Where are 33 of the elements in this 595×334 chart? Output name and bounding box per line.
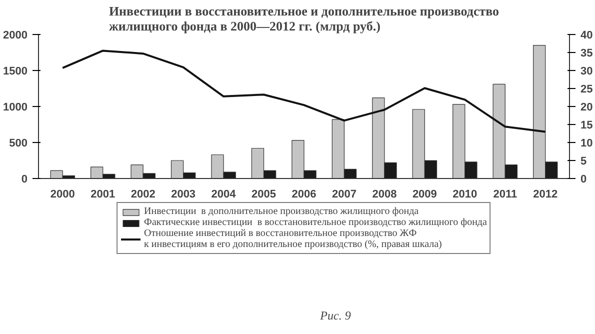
legend-label: Фактические инвестиции в восстановительное производство жилищного фонда (144, 217, 487, 228)
x-tick-label: 2005 (252, 188, 276, 200)
y-tick-label: 500 (9, 138, 28, 150)
x-tick-label: 2010 (452, 188, 478, 200)
x-tick-label: 2006 (292, 188, 316, 200)
y2-tick-label: 30 (580, 66, 593, 78)
y-tick-label: 0 (21, 174, 28, 186)
x-tick-label: 2009 (412, 188, 437, 200)
text: Рис. 9 (319, 308, 351, 322)
x-tick-label: 2002 (130, 188, 156, 200)
y-tick-label: 1500 (3, 66, 28, 78)
x-tick-label: 2007 (332, 188, 356, 200)
legend-label: Инвестиции в дополнительное производство жилищного фонда (144, 206, 419, 217)
x-tick-label: 2011 (493, 188, 518, 200)
y2-tick-label: 15 (580, 120, 593, 132)
y2-tick-label: 20 (580, 102, 593, 114)
line-series (62, 50, 546, 133)
y2-tick-label: 0 (580, 174, 587, 186)
y-tick-label: 1000 (3, 102, 28, 114)
y2-tick-label: 25 (580, 84, 593, 96)
y2-tick-label: 5 (580, 156, 587, 168)
chart-title: Инвестиции в восстановительное и дополнительное производство жилищного фонда в 2000—2012 гг. (млрд руб.) (108, 4, 500, 34)
x-tick-label: 2000 (50, 188, 75, 200)
y-tick-label: 2000 (3, 30, 28, 42)
x-tick-label: 2003 (171, 188, 196, 200)
x-tick-label: 2012 (533, 188, 558, 200)
x-tick-label: 2008 (372, 188, 397, 200)
y2-tick-label: 35 (580, 48, 593, 60)
legend-label: Отношение инвестиций в восстановительное производство ЖФ к инвестициям в его дополнительное производство (%, правая шкала) (144, 228, 442, 250)
x-tick-label: 2001 (90, 188, 116, 200)
x-tick-label: 2004 (211, 188, 237, 200)
y2-tick-label: 10 (580, 138, 593, 150)
y2-tick-label: 40 (580, 30, 593, 42)
